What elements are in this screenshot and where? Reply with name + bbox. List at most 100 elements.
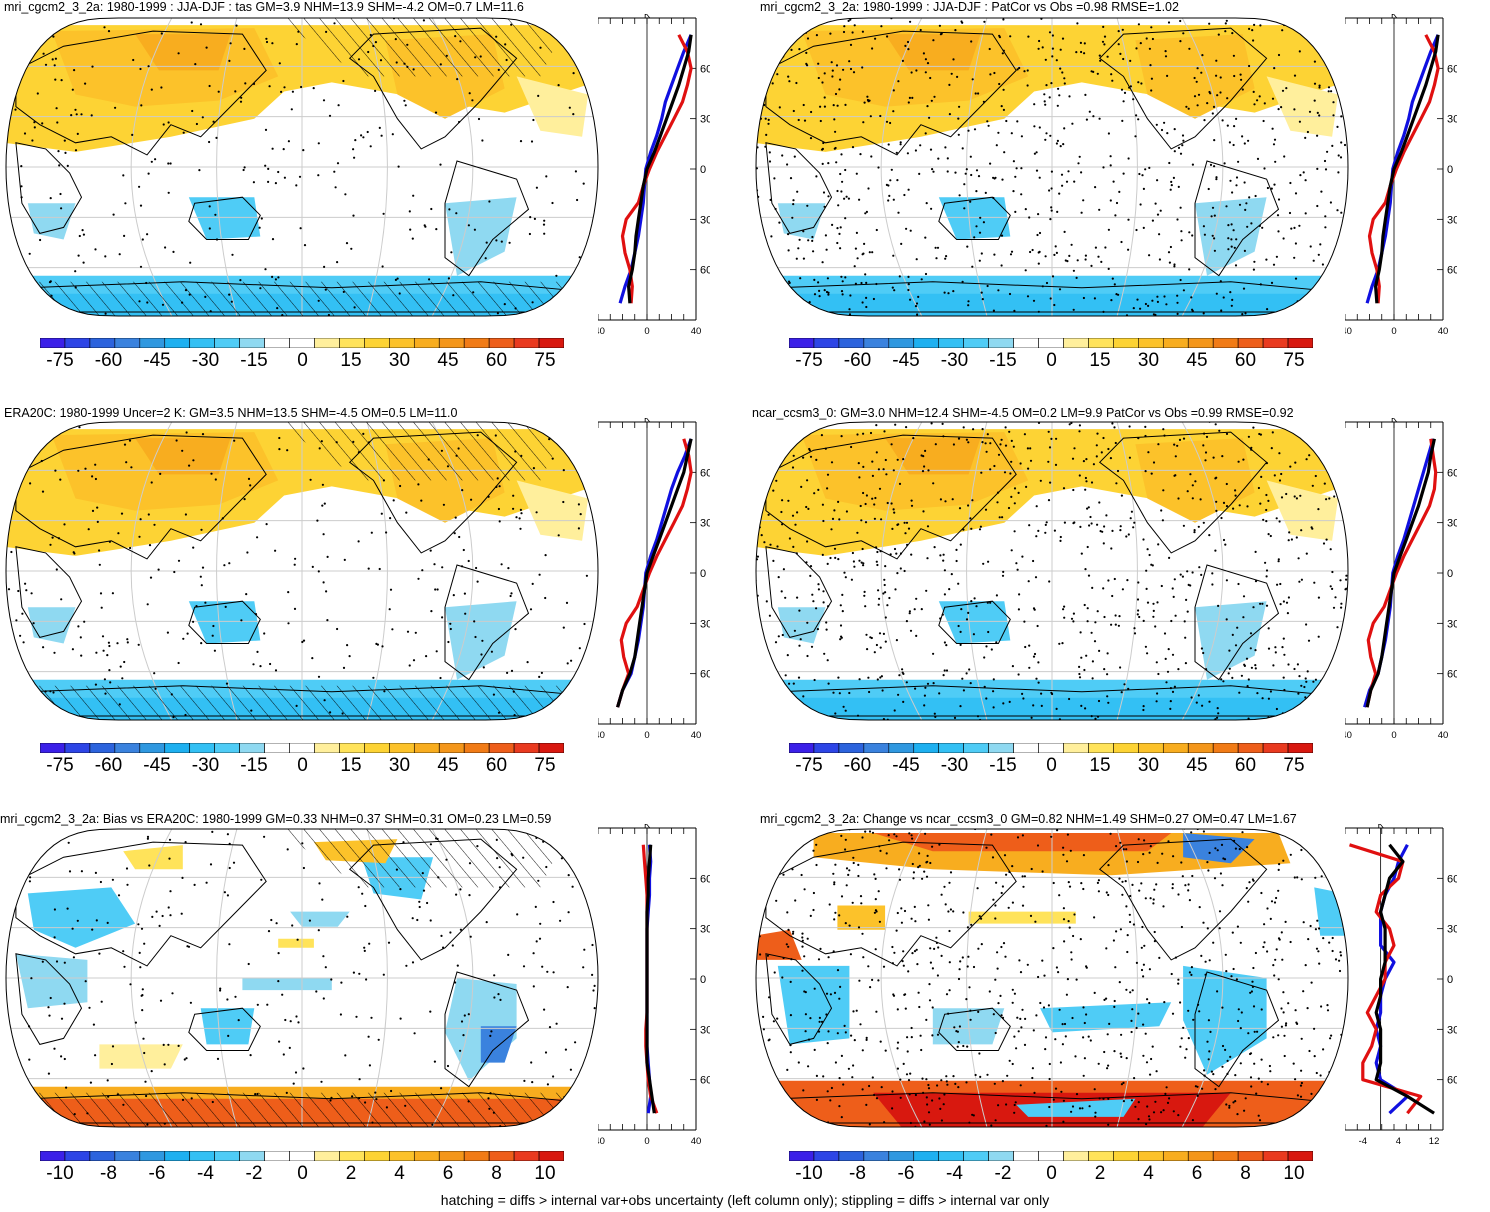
colorbar-label: -60	[94, 350, 123, 371]
colorbar-label: 0	[297, 755, 308, 776]
zonal-xtick-label: 0	[1391, 730, 1396, 741]
zonal-ytick-label: 60S	[700, 669, 710, 681]
contour-region	[873, 833, 1172, 852]
contour-region	[938, 601, 1011, 644]
zonal-ytick-label: 0	[700, 164, 706, 176]
colorbar-label: 60	[485, 350, 508, 371]
zonal-xtick-label: -40	[598, 730, 605, 741]
colorbar-swatch	[1237, 743, 1264, 753]
contour-region	[938, 197, 1011, 240]
map-field	[756, 18, 1348, 316]
colorbar-label: 45	[1186, 350, 1208, 371]
zonal-mean-plot: K 60N 30N 0 30S 60S -40 0 40	[1345, 418, 1457, 741]
colorbar-swatch	[863, 743, 890, 753]
colorbar-label: -45	[143, 350, 171, 371]
contour-region	[188, 601, 261, 644]
colorbar-label: -60	[94, 755, 123, 776]
zonal-xtick-label: -40	[598, 326, 605, 337]
global-map	[5, 828, 599, 1128]
colorbar-swatch	[913, 1151, 940, 1161]
zonal-mean-plot: K 60N 30N 0 30S 60S -40 0 40	[598, 824, 710, 1147]
colorbar-swatch	[339, 1151, 365, 1161]
contour-region	[278, 938, 314, 948]
panel-title: mri_cgcm2_3_2a: Change vs ncar_ccsm3_0 G…	[760, 812, 1297, 826]
coastline-australia	[188, 600, 261, 644]
colorbar-swatch	[64, 743, 91, 753]
coastline-australia	[938, 196, 1011, 240]
zonal-ytick-label: 60N	[700, 63, 710, 75]
colorbar-swatch	[89, 743, 116, 753]
contour-region	[516, 480, 589, 541]
colorbar-label: -10	[46, 1163, 74, 1184]
colorbar-swatch	[988, 1151, 1014, 1161]
colorbar-swatch	[1212, 338, 1239, 348]
zonal-xtick-label: -40	[1345, 730, 1352, 741]
zonal-xtick-label: -40	[598, 1136, 605, 1147]
colorbar-label: -2	[245, 1163, 263, 1184]
zonal-mean-plot: K 60N 30N 0 30S 60S -40 0 40	[598, 418, 710, 741]
colorbar-label: 60	[485, 755, 508, 776]
colorbar-swatch	[813, 338, 840, 348]
colorbar-swatch	[264, 1151, 290, 1161]
contour-region	[445, 601, 517, 680]
colorbar-swatch	[1162, 743, 1189, 753]
global-map	[755, 421, 1349, 721]
colorbar-swatch	[513, 743, 540, 753]
colorbar-swatch	[1063, 338, 1089, 348]
colorbar-swatch	[1287, 743, 1313, 753]
colorbar-label: -45	[892, 755, 920, 776]
colorbar-swatch	[289, 1151, 315, 1161]
global-map	[5, 17, 599, 317]
zonal-ytick-label: 30S	[1447, 214, 1457, 226]
colorbar-swatch	[189, 743, 215, 753]
colorbar-label: 30	[388, 755, 411, 776]
coastline-namerica	[1098, 27, 1268, 150]
colorbar-swatch	[913, 743, 940, 753]
colorbar-swatch	[988, 743, 1014, 753]
colorbar-swatch	[413, 1151, 440, 1161]
colorbar-label: -30	[191, 350, 220, 371]
colorbar-swatch	[438, 338, 465, 348]
colorbar-swatch	[139, 338, 166, 348]
colorbar-swatch	[488, 743, 515, 753]
colorbar-swatch	[1212, 743, 1239, 753]
zonal-mean-plot: K 60N 30N 0 30S 60S -40 0 40	[1345, 14, 1457, 337]
colorbar-swatch	[463, 1151, 490, 1161]
coastline-australia	[188, 196, 261, 240]
coastline-namerica	[1098, 431, 1268, 554]
colorbar-label: 6	[1191, 1163, 1203, 1184]
coastline-samerica	[1194, 564, 1280, 681]
zonal-ytick-label: 60N	[1447, 873, 1457, 885]
colorbar	[40, 338, 564, 348]
zonal-xtick-label: 0	[644, 1136, 649, 1147]
colorbar-swatch	[289, 743, 315, 753]
zonal-unit-label: K	[644, 14, 650, 20]
coastline-namerica	[1098, 838, 1268, 961]
colorbar-swatch	[1088, 338, 1114, 348]
contour-region	[1135, 34, 1255, 119]
coastline-australia	[938, 600, 1011, 644]
colorbar-label: -6	[897, 1163, 915, 1184]
colorbar-label: 45	[1186, 755, 1208, 776]
coastline-eurasia	[15, 841, 267, 967]
colorbar-swatch	[1013, 743, 1039, 753]
coastline-samerica	[1194, 160, 1280, 277]
colorbar-swatch	[314, 338, 340, 348]
contour-region	[123, 845, 183, 870]
zonal-ytick-label: 60S	[700, 265, 710, 277]
colorbar-label: -75	[46, 350, 74, 371]
colorbar	[789, 743, 1313, 753]
colorbar-swatch	[239, 1151, 265, 1161]
series-line-obs	[620, 34, 693, 304]
colorbar	[789, 1151, 1313, 1161]
contour-region	[777, 203, 826, 240]
colorbar-label: -2	[994, 1163, 1012, 1184]
colorbar-swatch	[813, 743, 840, 753]
colorbar-swatch	[164, 338, 191, 348]
panel-title: mri_cgcm2_3_2a: Bias vs ERA20C: 1980-199…	[0, 812, 552, 826]
coastline-antarctica	[776, 685, 1328, 717]
contour-region	[777, 965, 850, 1045]
coastline-eurasia	[15, 434, 267, 560]
colorbar-swatch	[289, 338, 315, 348]
coastline-antarctica	[776, 281, 1328, 313]
